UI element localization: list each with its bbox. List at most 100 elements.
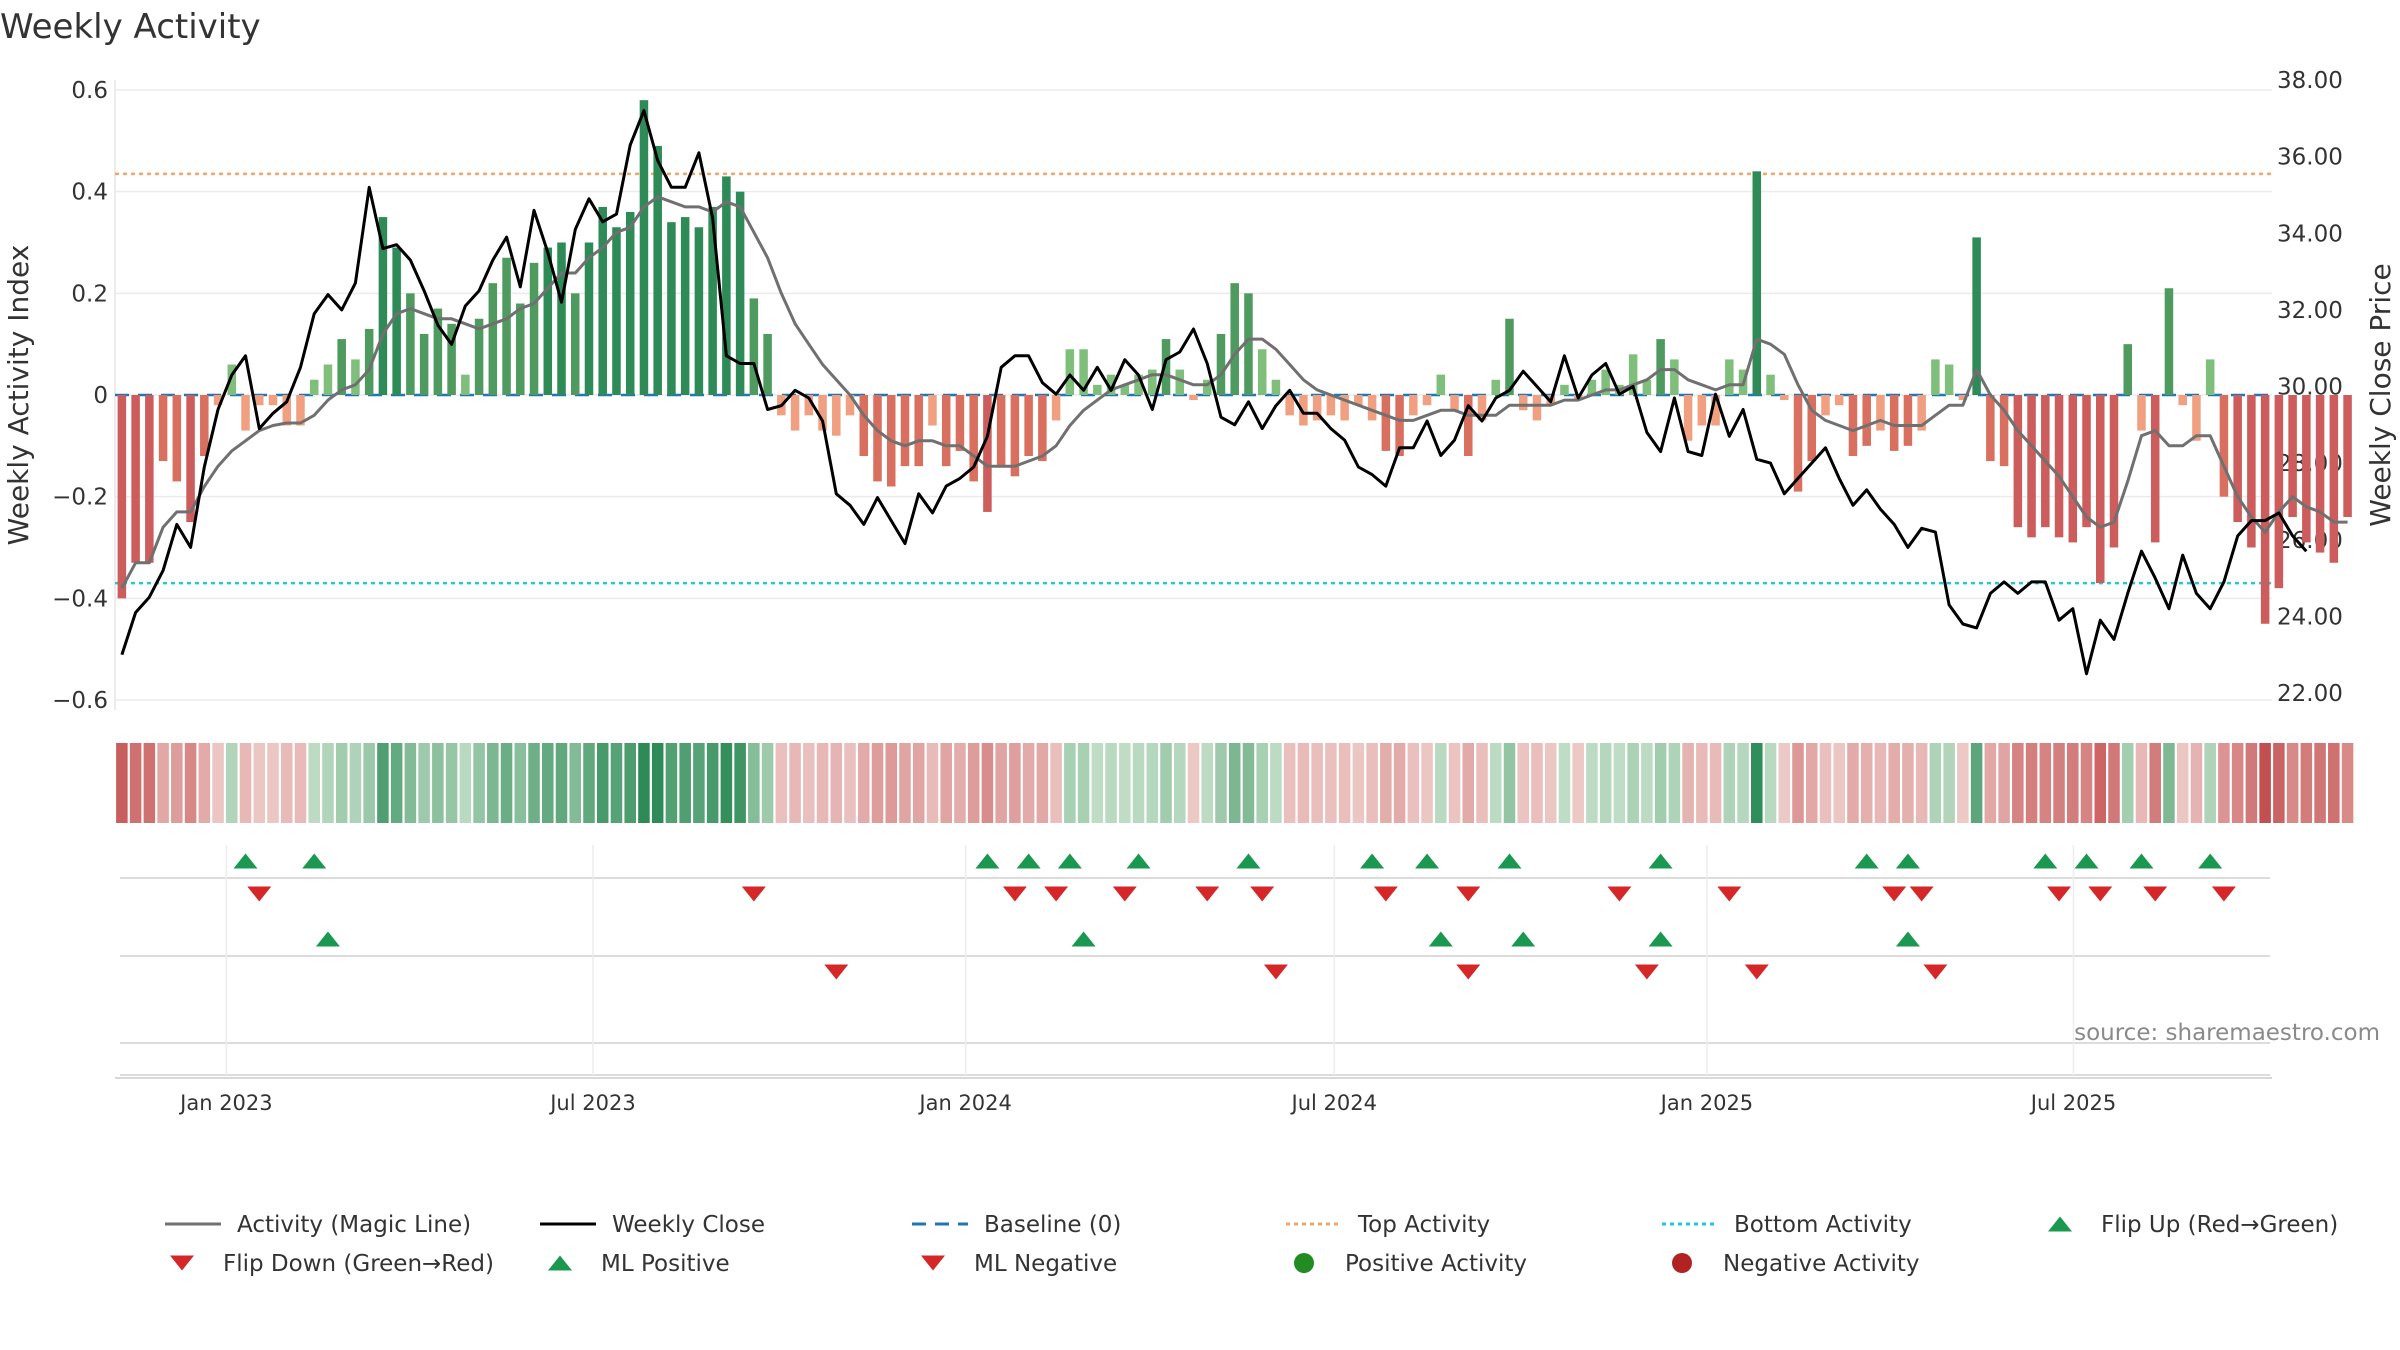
heat-cell xyxy=(1283,743,1296,823)
heat-cell xyxy=(610,743,623,823)
activity-bar xyxy=(1395,395,1404,456)
heat-cell xyxy=(2149,743,2161,823)
heat-cell xyxy=(2108,743,2120,823)
activity-bar xyxy=(433,308,443,395)
activity-bar xyxy=(1051,395,1061,421)
activity-bar xyxy=(543,247,553,395)
activity-bar xyxy=(1010,395,1020,477)
activity-bar xyxy=(1834,395,1844,406)
legend-item: Bottom Activity xyxy=(1662,1212,1912,1238)
heat-cell xyxy=(1517,743,1530,823)
flip-down-marker xyxy=(1002,886,1027,902)
heat-cell xyxy=(1998,743,2010,823)
weekly-close-line xyxy=(120,109,2308,676)
activity-bar xyxy=(625,212,635,395)
activity-bar xyxy=(1670,359,1679,395)
activity-bar xyxy=(584,242,594,395)
activity-bar xyxy=(2096,395,2105,584)
activity-bar xyxy=(516,303,525,395)
heat-cell xyxy=(184,743,197,823)
flip-down-marker xyxy=(1909,886,1934,902)
activity-bar xyxy=(1175,369,1185,395)
heat-cell xyxy=(1751,743,1763,823)
activity-heat-strip xyxy=(116,743,2354,823)
activity-bar xyxy=(1505,318,1514,395)
flip-down-marker xyxy=(1717,886,1742,902)
heat-cell xyxy=(940,743,952,823)
heat-cell xyxy=(1558,743,1571,823)
activity-bar xyxy=(131,395,140,563)
heat-cell xyxy=(473,743,485,823)
activity-bar xyxy=(2150,395,2160,543)
heat-cell xyxy=(487,743,499,823)
heat-cell xyxy=(1929,743,1942,823)
heat-cell xyxy=(349,743,362,823)
heat-cell xyxy=(1586,743,1598,823)
heat-cell xyxy=(1311,743,1323,823)
legend-item: Negative Activity xyxy=(1672,1251,1920,1277)
heat-cell xyxy=(1874,743,1887,823)
flip-down-marker xyxy=(2211,886,2236,902)
heat-cell xyxy=(1132,743,1145,823)
legend-swatch xyxy=(1294,1253,1314,1273)
y-tick-label: −0.4 xyxy=(52,586,108,612)
activity-bar xyxy=(1381,395,1391,451)
activity-bar xyxy=(2329,395,2339,563)
activity-bar xyxy=(2137,395,2146,431)
y-tick-label: 0.4 xyxy=(71,180,108,206)
heat-cell xyxy=(432,743,444,823)
activity-bar xyxy=(1752,171,1762,395)
legend-label: ML Positive xyxy=(601,1251,730,1277)
activity-bar xyxy=(2260,395,2270,624)
heat-cell xyxy=(2218,743,2230,823)
heat-cell xyxy=(912,743,925,823)
activity-bar xyxy=(2274,395,2284,589)
x-tick-label: Jan 2025 xyxy=(1659,1091,1754,1115)
legend-item: Flip Up (Red→Green) xyxy=(2048,1212,2338,1238)
activity-bar xyxy=(200,395,209,456)
activity-bar xyxy=(1134,374,1143,395)
grid-lines xyxy=(114,80,2272,710)
heat-cell xyxy=(1338,743,1351,823)
activity-bar xyxy=(1780,395,1789,401)
flip-up-marker xyxy=(1057,853,1082,869)
heat-cell xyxy=(308,743,320,823)
legend-label: Positive Activity xyxy=(1345,1251,1527,1277)
activity-bar xyxy=(1367,395,1377,421)
legend-item: Baseline (0) xyxy=(912,1212,1121,1238)
heat-cell xyxy=(1544,743,1557,823)
activity-bar xyxy=(941,395,951,467)
activity-bar xyxy=(2109,395,2119,548)
y-tick-label: 0.2 xyxy=(71,281,108,307)
heat-cell xyxy=(294,743,307,823)
activity-bar xyxy=(1642,379,1652,395)
legend-item: Top Activity xyxy=(1286,1212,1490,1238)
activity-bar xyxy=(2013,395,2023,528)
heat-cell xyxy=(651,743,664,823)
activity-bar xyxy=(1216,334,1226,395)
activity-bar xyxy=(1285,395,1294,416)
ml-negative-marker xyxy=(1744,964,1769,980)
heat-cell xyxy=(816,743,829,823)
y-axis-ticks: 0.6 0.4 0.2 0 −0.2 −0.4 −0.6 xyxy=(52,78,108,714)
heat-cell xyxy=(2067,743,2079,823)
heat-cell xyxy=(885,743,898,823)
heat-cell xyxy=(1860,743,1873,823)
activity-bar xyxy=(1862,395,1871,446)
activity-bar xyxy=(1450,395,1459,411)
heat-cell xyxy=(995,743,1007,823)
activity-bar xyxy=(1257,349,1267,395)
legend-label: Flip Up (Red→Green) xyxy=(2101,1212,2338,1238)
activity-bar xyxy=(364,328,374,395)
heat-cell xyxy=(2259,743,2271,823)
flip-up-marker xyxy=(1016,853,1041,869)
activity-bar xyxy=(117,395,127,599)
magic-line xyxy=(120,195,2348,589)
heat-cell xyxy=(1256,743,1268,823)
heat-cell xyxy=(1764,743,1777,823)
activity-bar xyxy=(2315,395,2325,553)
activity-bar xyxy=(1518,395,1528,411)
heat-cell xyxy=(377,743,389,823)
activity-bar xyxy=(1656,339,1665,395)
flip-up-marker xyxy=(2129,853,2154,869)
